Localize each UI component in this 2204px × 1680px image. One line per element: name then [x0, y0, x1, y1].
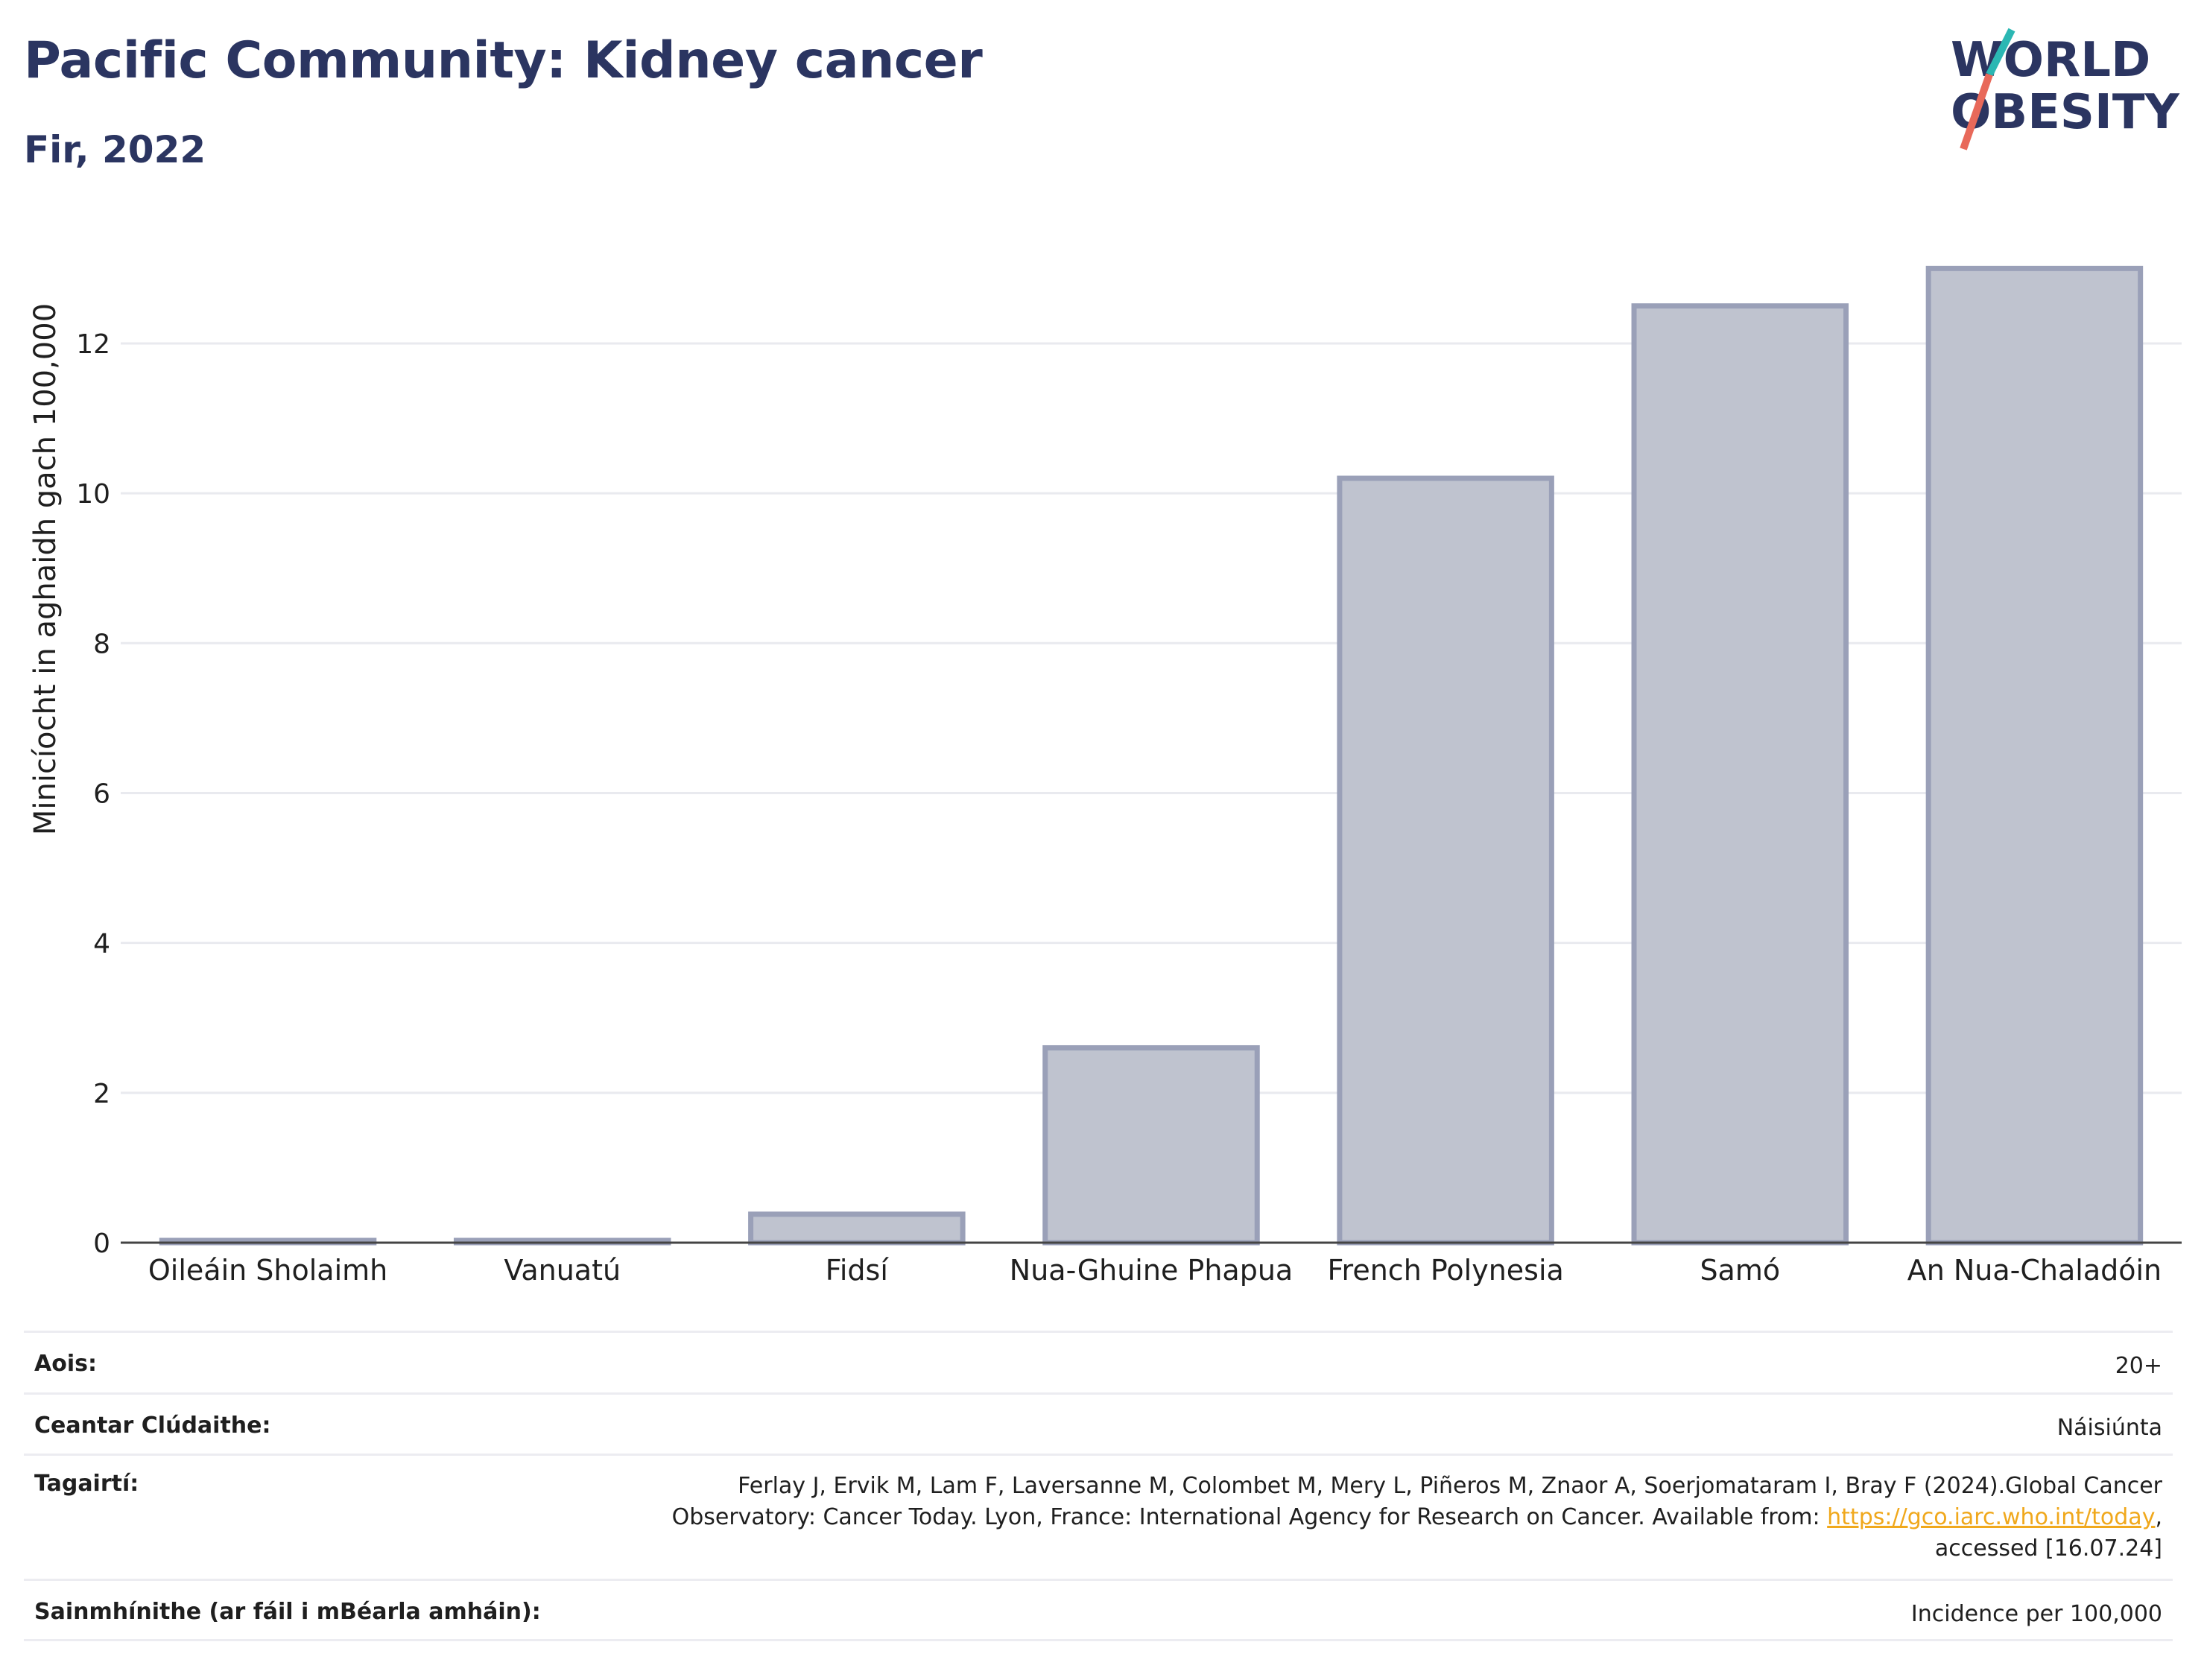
chart-subtitle: Fir, 2022: [24, 128, 206, 171]
info-row-definitions: Sainmhínithe (ar fáil i mBéarla amháin):…: [24, 1579, 2173, 1641]
world-obesity-logo: WORLD OBESITY: [1951, 28, 2179, 150]
info-row-references: Tagairtí: Ferlay J, Ervik M, Lam F, Lave…: [24, 1454, 2173, 1579]
references-line-2-comma: ,: [2155, 1504, 2162, 1530]
x-tick-label: An Nua-Chaladóin: [1907, 1254, 2162, 1287]
age-label: Aois:: [34, 1351, 97, 1377]
y-tick-label: 2: [93, 1079, 110, 1109]
y-tick-label: 6: [93, 779, 110, 809]
y-tick-label: 8: [93, 629, 110, 659]
logo-slash-coral: [1960, 73, 1993, 150]
y-tick-label: 12: [76, 329, 110, 360]
x-tick-labels: Oileáin Sholaimh Vanuatú Fidsí Nua-Ghuine P…: [148, 1254, 2162, 1287]
bar: [1042, 1045, 1260, 1246]
age-value: 20+: [2115, 1353, 2162, 1379]
references-link[interactable]: https://gco.iarc.who.int/today: [1827, 1504, 2156, 1530]
references-value: Ferlay J, Ervik M, Lam F, Laversanne M, …: [672, 1471, 2173, 1565]
references-line-3: accessed [16.07.24]: [1934, 1535, 2162, 1562]
info-row-age: Aois: 20+: [24, 1331, 2173, 1392]
definitions-label: Sainmhínithe (ar fáil i mBéarla amháin):: [34, 1599, 541, 1625]
bar: [1631, 303, 1849, 1246]
info-table: Aois: 20+ Ceantar Clúdaithe: Náisiúnta T…: [24, 1331, 2173, 1641]
bars: [159, 265, 2144, 1246]
logo-slash-teal: [1986, 28, 2015, 77]
coverage-label: Ceantar Clúdaithe:: [34, 1413, 271, 1439]
definitions-value: Incidence per 100,000: [1910, 1601, 2162, 1627]
x-tick-label: Samó: [1700, 1254, 1780, 1287]
references-label: Tagairtí:: [34, 1471, 139, 1497]
logo-text-world: WORLD: [1951, 33, 2150, 88]
coverage-value: Náisiúnta: [2056, 1415, 2162, 1441]
bar: [748, 1211, 966, 1246]
gridlines: [121, 342, 2182, 1094]
bar: [1337, 475, 1554, 1246]
chart-title: Pacific Community: Kidney cancer: [24, 31, 983, 90]
x-tick-label: Fidsí: [826, 1254, 890, 1287]
logo-text-obesity: OBESITY: [1951, 85, 2179, 140]
x-tick-label: French Polynesia: [1327, 1254, 1563, 1287]
y-axis-label: Minicíocht in aghaidh gach 100,000: [28, 303, 63, 835]
y-tick-label: 0: [93, 1229, 110, 1259]
y-tick-label: 10: [76, 479, 110, 510]
references-line-1: Ferlay J, Ervik M, Lam F, Laversanne M, …: [738, 1473, 2162, 1499]
x-tick-label: Nua-Ghuine Phapua: [1010, 1254, 1293, 1287]
y-tick-labels: 0 2 4 6 8 10 12: [76, 329, 110, 1259]
bar-chart: 0 2 4 6 8 10 12 Oileáin Sholaimh Vanuatú Fidsí Nu…: [28, 265, 2182, 1287]
x-tick-label: Oileáin Sholaimh: [148, 1254, 387, 1287]
bar: [1925, 265, 2144, 1246]
references-line-2: Observatory: Cancer Today. Lyon, France:…: [672, 1502, 2162, 1533]
x-tick-label: Vanuatú: [504, 1254, 621, 1287]
references-line-2-text: Observatory: Cancer Today. Lyon, France:…: [671, 1504, 1828, 1530]
info-row-coverage: Ceantar Clúdaithe: Náisiúnta: [24, 1392, 2173, 1454]
y-tick-label: 4: [93, 929, 110, 960]
